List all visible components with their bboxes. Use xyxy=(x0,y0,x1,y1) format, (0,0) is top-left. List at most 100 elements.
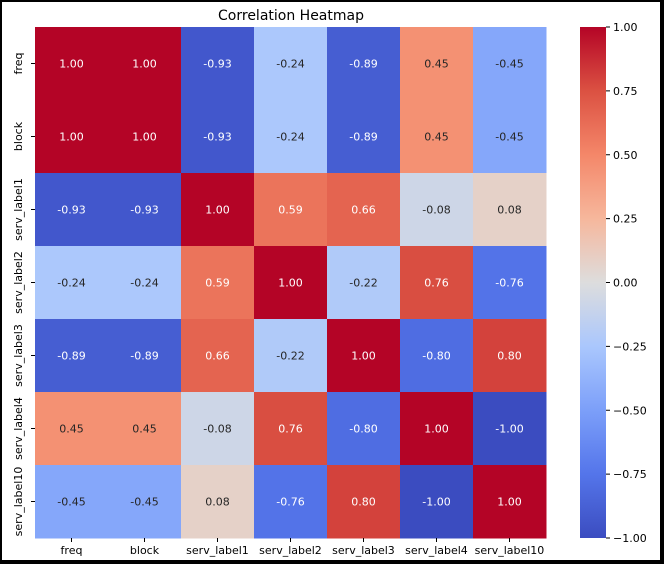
colorbar-tick-label: −0.50 xyxy=(613,404,647,417)
heatmap-cell-value: 0.80 xyxy=(497,350,522,363)
heatmap-cells xyxy=(35,27,547,539)
y-tick-label: serv_label3 xyxy=(12,324,25,387)
colorbar-tick-label: 0.00 xyxy=(613,277,638,290)
heatmap-cell-value: -0.80 xyxy=(349,423,377,436)
x-tick-label: serv_label3 xyxy=(332,544,395,557)
heatmap-cell xyxy=(400,465,474,539)
heatmap-cell xyxy=(35,100,109,174)
heatmap-cell-value: 1.00 xyxy=(351,350,376,363)
x-tick-label: serv_label4 xyxy=(405,544,468,557)
heatmap-cell xyxy=(400,100,474,174)
heatmap-cell-value: 0.59 xyxy=(205,277,230,290)
heatmap-cell-value: -0.93 xyxy=(203,58,231,71)
heatmap-cell xyxy=(254,465,328,539)
x-tick-label: serv_label2 xyxy=(259,544,322,557)
heatmap-cell-value: -0.45 xyxy=(495,131,523,144)
chart-title: Correlation Heatmap xyxy=(218,8,364,24)
heatmap-cell-value: 1.00 xyxy=(59,131,84,144)
colorbar-tick-label: 0.50 xyxy=(613,149,638,162)
heatmap-cell-value: -0.93 xyxy=(57,204,85,217)
heatmap-cell-value: -1.00 xyxy=(422,496,450,509)
heatmap-cell-value: -0.24 xyxy=(130,277,158,290)
heatmap-cell-value: 1.00 xyxy=(205,204,230,217)
heatmap-cell-value: -1.00 xyxy=(495,423,523,436)
heatmap-cell-value: -0.22 xyxy=(276,350,304,363)
heatmap-cell-value: -0.45 xyxy=(57,496,85,509)
heatmap-cell-value: -0.76 xyxy=(495,277,523,290)
heatmap-cell-value: 1.00 xyxy=(497,496,522,509)
heatmap-cell-value: -0.76 xyxy=(276,496,304,509)
heatmap-cell xyxy=(400,246,474,320)
colorbar-tick-label: −0.75 xyxy=(613,468,647,481)
colorbar: 1.00 0.75 0.50 0.25 0.00 −0.25 −0.50 −0.75 −1.00 xyxy=(580,21,647,545)
heatmap-cell xyxy=(181,319,255,393)
heatmap-cell-value: -0.89 xyxy=(130,350,158,363)
colorbar-tick-label: 1.00 xyxy=(613,21,638,34)
heatmap-cell-labels: 1.00 1.00 -0.93 -0.24 -0.89 0.45 -0.45 1.00 1.00… xyxy=(57,58,523,509)
heatmap-cell xyxy=(327,392,401,466)
heatmap-cell-value: 1.00 xyxy=(132,58,157,71)
y-tick-label: block xyxy=(12,121,25,151)
y-tick-label: serv_label10 xyxy=(12,467,25,537)
heatmap-cell xyxy=(254,392,328,466)
heatmap-cell-value: 0.59 xyxy=(278,204,303,217)
y-tick-label: serv_label2 xyxy=(12,251,25,314)
heatmap-cell-value: -0.24 xyxy=(57,277,85,290)
heatmap-cell xyxy=(327,465,401,539)
heatmap-cell-value: 0.45 xyxy=(132,423,157,436)
heatmap-cell-value: -0.93 xyxy=(203,131,231,144)
heatmap-cell xyxy=(108,173,182,247)
x-tick-label: serv_label10 xyxy=(475,544,545,557)
heatmap-cell xyxy=(327,319,401,393)
heatmap-cell xyxy=(35,173,109,247)
heatmap-cell xyxy=(400,392,474,466)
y-tick-label: serv_label4 xyxy=(12,397,25,460)
heatmap-cell-value: -0.89 xyxy=(57,350,85,363)
heatmap-cell-value: 1.00 xyxy=(132,131,157,144)
heatmap-cell-value: -0.93 xyxy=(130,204,158,217)
heatmap-cell xyxy=(35,319,109,393)
heatmap-cell xyxy=(254,246,328,320)
heatmap-cell xyxy=(108,465,182,539)
heatmap-cell xyxy=(473,173,547,247)
heatmap-cell-value: -0.22 xyxy=(349,277,377,290)
heatmap-cell xyxy=(400,319,474,393)
heatmap-cell-value: 0.45 xyxy=(424,131,449,144)
heatmap-cell xyxy=(108,27,182,101)
heatmap-cell-value: -0.08 xyxy=(203,423,231,436)
heatmap-cell xyxy=(473,100,547,174)
heatmap-cell xyxy=(254,319,328,393)
heatmap-cell xyxy=(254,100,328,174)
colorbar-tick-label: −0.25 xyxy=(613,340,647,353)
heatmap-cell xyxy=(181,100,255,174)
colorbar-gradient xyxy=(580,27,606,538)
heatmap-cell-value: 0.08 xyxy=(205,496,230,509)
heatmap-cell-value: -0.24 xyxy=(276,58,304,71)
x-tick-label: block xyxy=(130,544,160,557)
heatmap-cell xyxy=(473,319,547,393)
heatmap-cell xyxy=(254,27,328,101)
heatmap-cell-value: 0.45 xyxy=(424,58,449,71)
y-tick-label: freq xyxy=(12,53,25,75)
heatmap-cell-value: 0.45 xyxy=(59,423,84,436)
heatmap-cell xyxy=(400,173,474,247)
heatmap-cell-value: -0.89 xyxy=(349,58,377,71)
heatmap-cell xyxy=(108,246,182,320)
y-axis: freq block serv_label1 serv_label2 serv_labe… xyxy=(12,53,35,537)
x-axis: freq block serv_label1 serv_label2 serv_labe… xyxy=(61,538,545,557)
heatmap-cell xyxy=(181,392,255,466)
heatmap-cell-value: -0.89 xyxy=(349,131,377,144)
heatmap-cell xyxy=(35,392,109,466)
heatmap-cell xyxy=(400,27,474,101)
heatmap-cell-value: 0.80 xyxy=(351,496,376,509)
heatmap-cell xyxy=(254,173,328,247)
heatmap-cell-value: 0.08 xyxy=(497,204,522,217)
colorbar-tick-label: −1.00 xyxy=(613,532,647,545)
heatmap-cell xyxy=(181,465,255,539)
heatmap-cell xyxy=(181,27,255,101)
colorbar-tick-label: 0.25 xyxy=(613,213,638,226)
heatmap-cell-value: -0.08 xyxy=(422,204,450,217)
heatmap-cell xyxy=(473,27,547,101)
